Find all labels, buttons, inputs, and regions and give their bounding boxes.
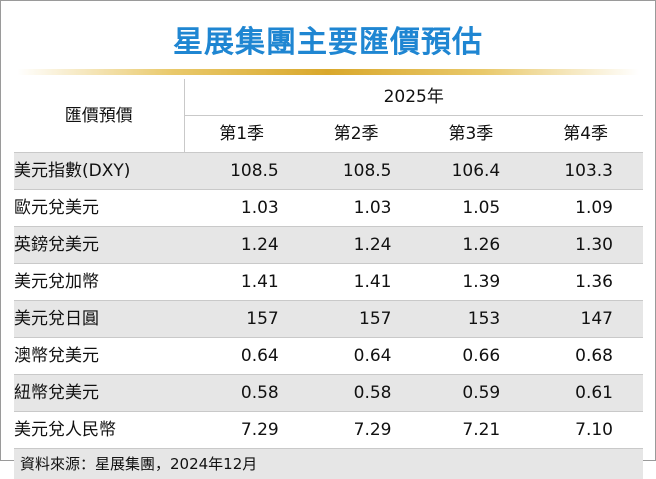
table-cell: 7.10: [528, 412, 643, 449]
table-cell: 1.03: [184, 190, 299, 227]
table-cell: 0.66: [414, 338, 529, 375]
row-label: 紐幣兌美元: [14, 375, 184, 412]
row-label: 澳幣兌美元: [14, 338, 184, 375]
row-label: 英鎊兌美元: [14, 227, 184, 264]
table-cell: 1.41: [184, 264, 299, 301]
table-row: 美元兌加幣 1.41 1.41 1.39 1.36: [14, 264, 643, 301]
table-cell: 108.5: [184, 153, 299, 190]
table-cell: 7.29: [299, 412, 414, 449]
table-cell: 7.29: [184, 412, 299, 449]
table-cell: 153: [414, 301, 529, 338]
table-cell: 0.61: [528, 375, 643, 412]
table-cell: 1.30: [528, 227, 643, 264]
table-cell: 1.03: [299, 190, 414, 227]
table-cell: 147: [528, 301, 643, 338]
table-cell: 1.24: [299, 227, 414, 264]
column-header-fx: 匯價預價: [14, 79, 184, 153]
table-row: 美元兌人民幣 7.29 7.29 7.21 7.10: [14, 412, 643, 449]
table-cell: 0.68: [528, 338, 643, 375]
source-row: 資料來源：星展集團，2024年12月: [14, 449, 643, 479]
table-cell: 0.64: [299, 338, 414, 375]
column-header-q2: 第2季: [299, 116, 414, 153]
table-cell: 0.58: [299, 375, 414, 412]
table-cell: 0.64: [184, 338, 299, 375]
row-label: 美元指數(DXY): [14, 153, 184, 190]
table-cell: 1.41: [299, 264, 414, 301]
figure-frame: 星展集團主要匯價預估 匯價預價 2025年 第1季 第2季 第3季 第4季 美元…: [0, 0, 656, 461]
row-label: 美元兌加幣: [14, 264, 184, 301]
table-cell: 106.4: [414, 153, 529, 190]
table-cell: 1.24: [184, 227, 299, 264]
figure-title: 星展集團主要匯價預估: [1, 17, 655, 61]
table-row: 美元指數(DXY) 108.5 108.5 106.4 103.3: [14, 153, 643, 190]
row-label: 歐元兌美元: [14, 190, 184, 227]
column-header-q1: 第1季: [184, 116, 299, 153]
row-label: 美元兌日圓: [14, 301, 184, 338]
column-header-year: 2025年: [184, 79, 643, 116]
table-cell: 0.59: [414, 375, 529, 412]
header-row-year: 匯價預價 2025年: [14, 79, 643, 116]
table-cell: 157: [184, 301, 299, 338]
table-cell: 1.36: [528, 264, 643, 301]
column-header-q3: 第3季: [414, 116, 529, 153]
table-cell: 7.21: [414, 412, 529, 449]
table-cell: 103.3: [528, 153, 643, 190]
row-label: 美元兌人民幣: [14, 412, 184, 449]
column-header-q4: 第4季: [528, 116, 643, 153]
title-divider: [17, 69, 639, 75]
table-cell: 0.58: [184, 375, 299, 412]
table-cell: 157: [299, 301, 414, 338]
table-cell: 1.09: [528, 190, 643, 227]
table-cell: 1.05: [414, 190, 529, 227]
table-cell: 108.5: [299, 153, 414, 190]
table-row: 紐幣兌美元 0.58 0.58 0.59 0.61: [14, 375, 643, 412]
table-cell: 1.39: [414, 264, 529, 301]
table-row: 歐元兌美元 1.03 1.03 1.05 1.09: [14, 190, 643, 227]
table-cell: 1.26: [414, 227, 529, 264]
fx-forecast-table: 匯價預價 2025年 第1季 第2季 第3季 第4季 美元指數(DXY) 108…: [14, 79, 643, 479]
table-row: 澳幣兌美元 0.64 0.64 0.66 0.68: [14, 338, 643, 375]
table-row: 美元兌日圓 157 157 153 147: [14, 301, 643, 338]
source-note: 資料來源：星展集團，2024年12月: [14, 449, 643, 479]
table-row: 英鎊兌美元 1.24 1.24 1.26 1.30: [14, 227, 643, 264]
